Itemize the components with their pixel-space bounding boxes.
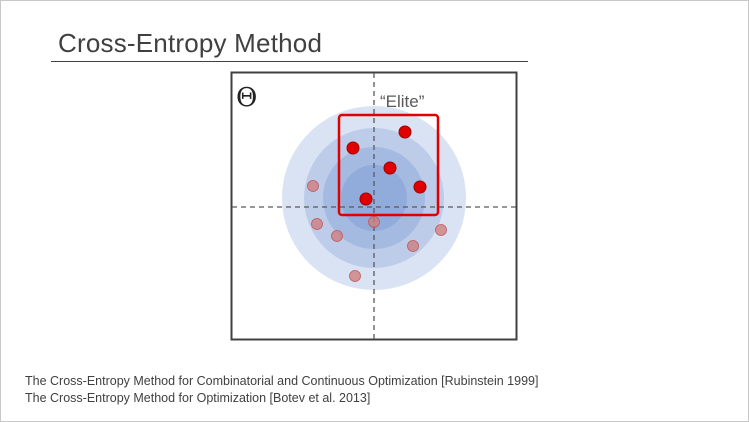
distribution-contour-3: [323, 147, 425, 249]
distribution-contour-outer: [282, 106, 466, 290]
sample-point: [307, 180, 319, 192]
elite-point: [346, 141, 360, 155]
sample-point: [368, 216, 380, 228]
elite-samples: [346, 125, 427, 206]
sample-point: [331, 230, 343, 242]
elite-point: [413, 180, 427, 194]
title-underline: [51, 61, 528, 62]
sample-point: [349, 270, 361, 282]
sample-point: [435, 224, 447, 236]
elite-point: [398, 125, 412, 139]
slide-title: Cross-Entropy Method: [58, 28, 323, 58]
sample-point: [311, 218, 323, 230]
theta-label: Θ: [236, 83, 257, 113]
elite-box: [337, 113, 440, 217]
parameter-space-frame: [230, 71, 518, 341]
non-elite-samples: [307, 180, 447, 282]
reference-botev: The Cross-Entropy Method for Optimizatio…: [25, 391, 371, 405]
references: The Cross-Entropy Method for Combinatori…: [25, 373, 538, 407]
elite-label: “Elite”: [380, 92, 425, 111]
reference-rubinstein: The Cross-Entropy Method for Combinatori…: [25, 374, 539, 388]
elite-point: [383, 161, 397, 175]
elite-point: [359, 192, 373, 206]
sample-point: [407, 240, 419, 252]
